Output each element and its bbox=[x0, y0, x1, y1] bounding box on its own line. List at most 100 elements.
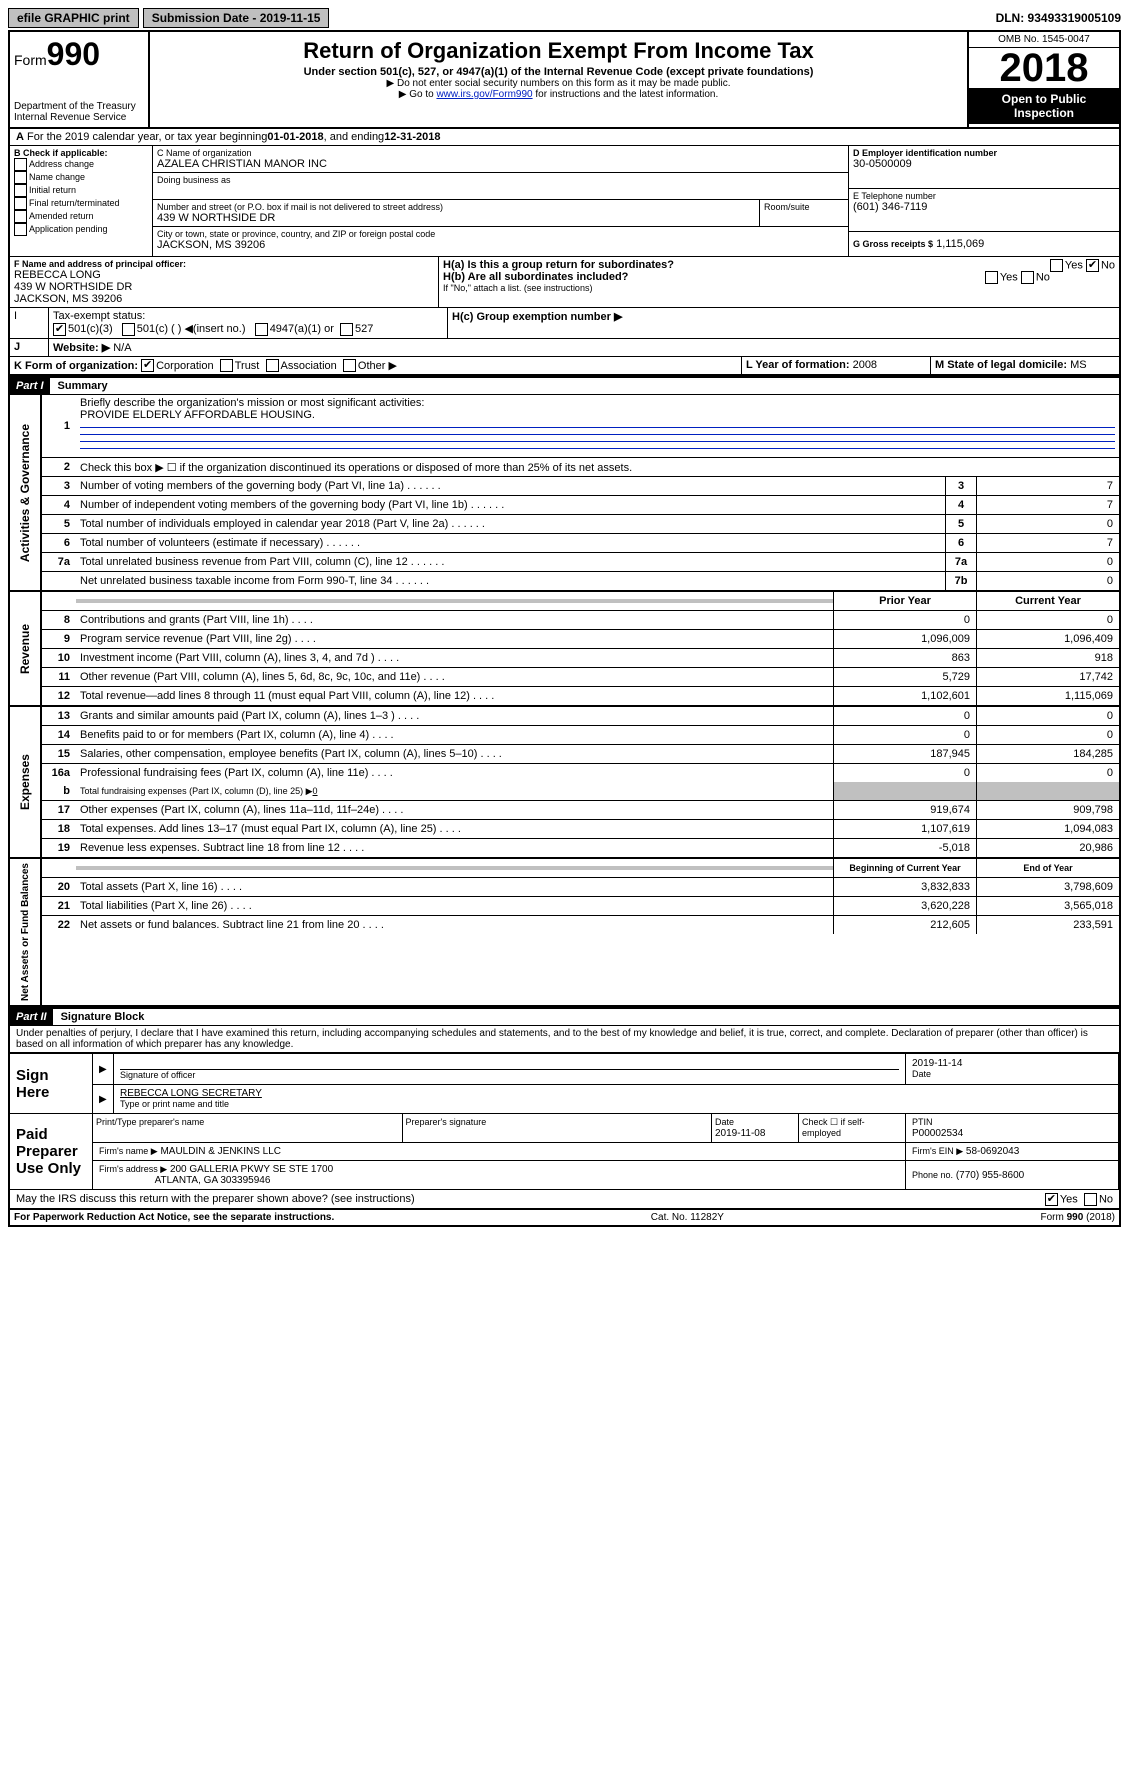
corp-checkbox[interactable] bbox=[141, 359, 154, 372]
firm-addr-label: Firm's address ▶ bbox=[99, 1164, 167, 1174]
527-label: 527 bbox=[355, 323, 373, 335]
tax-status-label: Tax-exempt status: bbox=[53, 310, 145, 322]
gross-label: G Gross receipts $ bbox=[853, 239, 933, 249]
check-self: Check ☐ if self-employed bbox=[802, 1117, 865, 1138]
dept-treasury: Department of the Treasury bbox=[14, 101, 144, 112]
line-b-text: Total fundraising expenses (Part IX, col… bbox=[80, 786, 313, 796]
irs-link[interactable]: www.irs.gov/Form990 bbox=[436, 89, 532, 100]
line-b-val: 0 bbox=[313, 786, 318, 796]
boxB-checkbox[interactable] bbox=[14, 158, 27, 171]
officer-printed: REBECCA LONG SECRETARY bbox=[120, 1088, 262, 1099]
note2-post: for instructions and the latest informat… bbox=[533, 89, 719, 100]
501c-checkbox[interactable] bbox=[122, 323, 135, 336]
line2: Check this box ▶ ☐ if the organization d… bbox=[76, 459, 1119, 476]
submission-date: Submission Date - 2019-11-15 bbox=[143, 8, 330, 28]
part1-title: Summary bbox=[50, 378, 116, 394]
part2-title: Signature Block bbox=[53, 1009, 153, 1025]
4947-checkbox[interactable] bbox=[255, 323, 268, 336]
no-label2: No bbox=[1036, 271, 1050, 283]
org-name: AZALEA CHRISTIAN MANOR INC bbox=[157, 158, 844, 170]
boxL-label: L Year of formation: bbox=[746, 359, 850, 371]
col-prior: Prior Year bbox=[833, 592, 976, 610]
ha-no-checkbox[interactable] bbox=[1086, 259, 1099, 272]
form-number: 990 bbox=[47, 36, 100, 72]
period-begin: 01-01-2018 bbox=[267, 131, 323, 143]
tax-year: 2018 bbox=[969, 48, 1119, 88]
prep-sig-label: Preparer's signature bbox=[406, 1117, 487, 1127]
trust-checkbox[interactable] bbox=[220, 359, 233, 372]
form-label: Form bbox=[14, 52, 47, 68]
discuss-label: May the IRS discuss this return with the… bbox=[16, 1193, 415, 1205]
rev-label: Revenue bbox=[16, 620, 34, 678]
col-end: End of Year bbox=[976, 859, 1119, 877]
boxB-checkbox[interactable] bbox=[14, 184, 27, 197]
trust-label: Trust bbox=[235, 360, 260, 372]
other-checkbox[interactable] bbox=[343, 359, 356, 372]
firm-addr2: ATLANTA, GA 303395946 bbox=[155, 1175, 271, 1186]
dln: DLN: 93493319005109 bbox=[996, 11, 1121, 25]
col-current: Current Year bbox=[976, 592, 1119, 610]
ein-label: D Employer identification number bbox=[853, 148, 1115, 158]
yes-label2: Yes bbox=[1000, 271, 1018, 283]
hb-yes-checkbox[interactable] bbox=[985, 271, 998, 284]
boxK-label: K Form of organization: bbox=[14, 360, 138, 372]
domicile: MS bbox=[1070, 359, 1087, 371]
discuss-no-checkbox[interactable] bbox=[1084, 1193, 1097, 1206]
form-title: Return of Organization Exempt From Incom… bbox=[154, 38, 963, 64]
signature-table: Sign Here ▶ Signature of officer 2019-11… bbox=[10, 1053, 1119, 1190]
firm-phone: (770) 955-8600 bbox=[956, 1170, 1024, 1181]
irs-label: Internal Revenue Service bbox=[14, 112, 144, 123]
no-label: No bbox=[1101, 259, 1115, 271]
firm-ein-label: Firm's EIN ▶ bbox=[912, 1146, 963, 1156]
prep-name-label: Print/Type preparer's name bbox=[96, 1117, 204, 1127]
assoc-checkbox[interactable] bbox=[266, 359, 279, 372]
form-ref: Form 990 (2018) bbox=[1041, 1212, 1115, 1223]
entity-block: B Check if applicable: Address changeNam… bbox=[10, 146, 1119, 257]
501c3-checkbox[interactable] bbox=[53, 323, 66, 336]
firm-phone-label: Phone no. bbox=[912, 1170, 953, 1180]
discuss-no: No bbox=[1099, 1194, 1113, 1206]
boxB-checkbox[interactable] bbox=[14, 223, 27, 236]
street-label: Number and street (or P.O. box if mail i… bbox=[157, 202, 755, 212]
firm-ein: 58-0692043 bbox=[966, 1146, 1019, 1157]
ptin: P00002534 bbox=[912, 1128, 963, 1139]
form-subtitle: Under section 501(c), 527, or 4947(a)(1)… bbox=[154, 66, 963, 78]
city: JACKSON, MS 39206 bbox=[157, 239, 844, 251]
hb-no-checkbox[interactable] bbox=[1021, 271, 1034, 284]
form-header: Form990 Department of the Treasury Inter… bbox=[10, 32, 1119, 129]
officer-label: F Name and address of principal officer: bbox=[14, 259, 434, 269]
street: 439 W NORTHSIDE DR bbox=[157, 212, 755, 224]
col-begin: Beginning of Current Year bbox=[833, 859, 976, 877]
officer-block: F Name and address of principal officer:… bbox=[10, 257, 1119, 308]
501c-label: 501(c) ( ) ◀(insert no.) bbox=[137, 323, 246, 335]
gov-label: Activities & Governance bbox=[16, 420, 34, 566]
boxB-checkbox[interactable] bbox=[14, 171, 27, 184]
527-checkbox[interactable] bbox=[340, 323, 353, 336]
boxB-checkbox[interactable] bbox=[14, 197, 27, 210]
prep-date: 2019-11-08 bbox=[715, 1128, 765, 1139]
form-container: Form990 Department of the Treasury Inter… bbox=[8, 30, 1121, 1227]
phone: (601) 346-7119 bbox=[853, 201, 1115, 213]
hc-label: H(c) Group exemption number ▶ bbox=[452, 311, 622, 323]
gross-receipts: 1,115,069 bbox=[936, 238, 984, 250]
note2-pre: ▶ Go to bbox=[399, 89, 437, 100]
open-public: Open to Public Inspection bbox=[969, 88, 1119, 124]
period-end: 12-31-2018 bbox=[384, 131, 440, 143]
ptin-label: PTIN bbox=[912, 1117, 933, 1127]
officer-addr2: JACKSON, MS 39206 bbox=[14, 293, 434, 305]
section-revenue: Revenue Prior Year Current Year 8Contrib… bbox=[10, 592, 1119, 707]
website: N/A bbox=[113, 342, 131, 354]
efile-button[interactable]: efile GRAPHIC print bbox=[8, 8, 139, 28]
officer-type-label: Type or print name and title bbox=[120, 1099, 229, 1109]
discuss-yes-checkbox[interactable] bbox=[1045, 1193, 1058, 1206]
boxB-checkbox[interactable] bbox=[14, 210, 27, 223]
ha-yes-checkbox[interactable] bbox=[1050, 259, 1063, 272]
footer: For Paperwork Reduction Act Notice, see … bbox=[10, 1210, 1119, 1225]
sig-date: 2019-11-14 bbox=[912, 1058, 962, 1069]
net-label: Net Assets or Fund Balances bbox=[18, 859, 33, 1005]
part1-header: Part I Summary bbox=[10, 376, 1119, 395]
top-bar: efile GRAPHIC print Submission Date - 20… bbox=[8, 8, 1121, 28]
mission-label: Briefly describe the organization's miss… bbox=[80, 397, 424, 409]
note-ssn: ▶ Do not enter social security numbers o… bbox=[154, 78, 963, 89]
assoc-label: Association bbox=[281, 360, 337, 372]
